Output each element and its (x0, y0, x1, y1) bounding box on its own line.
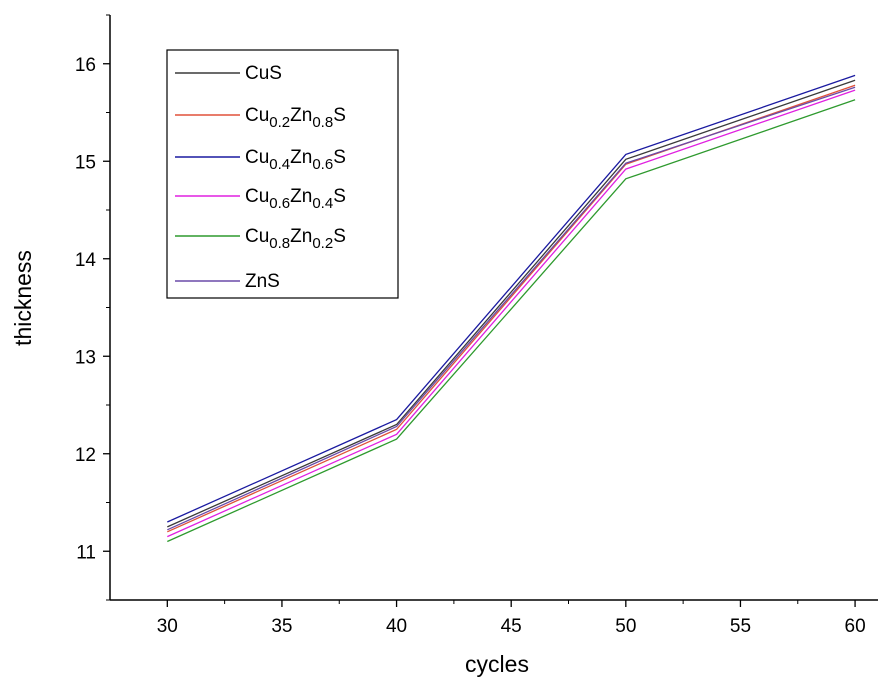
series-line-0 (167, 79, 856, 528)
y-tick-label: 11 (76, 542, 96, 563)
axes: 30 35 40 45 50 55 60 11 12 13 14 15 16 (75, 14, 878, 637)
x-tick-label: 35 (271, 616, 292, 637)
series-line-5 (167, 86, 856, 531)
legend-box (166, 49, 399, 299)
legend-label-2: Cu0.4Zn0.6S (245, 147, 346, 173)
x-tick-label: 50 (615, 616, 636, 637)
x-tick-label: 60 (845, 616, 866, 637)
legend-label-4: Cu0.8Zn0.2S (245, 226, 346, 252)
x-axis-title: cycles (465, 651, 529, 677)
y-axis-title: thickness (10, 250, 36, 346)
y-tick-label: 13 (75, 347, 96, 368)
legend-label-5: ZnS (245, 271, 280, 292)
x-tick-label: 30 (157, 616, 178, 637)
y-tick-label: 15 (75, 152, 96, 173)
x-tick-label: 40 (386, 616, 407, 637)
legend-label-3: Cu0.6Zn0.4S (245, 186, 346, 212)
x-tick-label: 55 (730, 616, 751, 637)
y-tick-label: 14 (75, 250, 97, 271)
y-tick-label: 16 (75, 55, 96, 76)
y-tick-label: 12 (75, 445, 96, 466)
legend-label-0: CuS (245, 63, 282, 84)
series-layer (167, 74, 856, 543)
series-line-3 (167, 89, 856, 538)
x-tick-label: 45 (501, 616, 522, 637)
series-line-4 (167, 99, 856, 543)
legend: CuS Cu0.2Zn0.8S Cu0.4Zn0.6S Cu0.6Zn0.4S Cu0.… (166, 49, 399, 299)
legend-label-1: Cu0.2Zn0.8S (245, 105, 346, 131)
series-line-2 (167, 74, 856, 523)
